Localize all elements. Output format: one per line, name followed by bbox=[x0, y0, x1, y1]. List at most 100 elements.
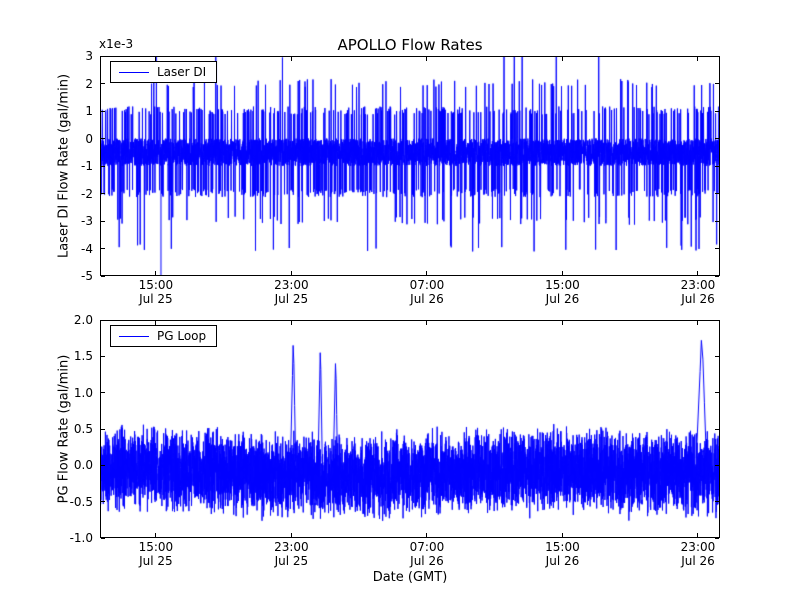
tick-mark bbox=[101, 248, 105, 249]
legend-label: PG Loop bbox=[157, 329, 207, 343]
y-tick-label: -0.5 bbox=[69, 494, 93, 509]
x-tick-label: 23:00 Jul 26 bbox=[680, 278, 716, 306]
tick-mark bbox=[426, 271, 428, 275]
legend-label: Laser DI bbox=[157, 65, 207, 79]
tick-mark bbox=[101, 501, 105, 503]
tick-mark bbox=[715, 165, 719, 167]
x-tick-time: 15:00 bbox=[545, 540, 580, 554]
tick-mark bbox=[101, 110, 105, 112]
tick-mark bbox=[101, 83, 105, 84]
tick-mark bbox=[426, 321, 428, 325]
tick-mark bbox=[101, 275, 105, 277]
bottom-plot-legend: PG Loop bbox=[110, 325, 218, 347]
y-tick-label: 2 bbox=[85, 76, 93, 91]
x-tick-label: 07:00 Jul 26 bbox=[409, 540, 445, 568]
tick-mark bbox=[715, 83, 719, 84]
tick-mark bbox=[715, 275, 719, 277]
x-axis-label: Date (GMT) bbox=[372, 570, 448, 585]
tick-mark bbox=[697, 271, 699, 275]
tick-mark bbox=[697, 533, 699, 537]
x-tick-time: 07:00 bbox=[409, 278, 445, 292]
tick-mark bbox=[101, 319, 105, 321]
x-tick-label: 23:00 Jul 26 bbox=[680, 540, 716, 568]
x-tick-label: 15:00 Jul 26 bbox=[545, 540, 580, 568]
tick-mark bbox=[290, 321, 292, 325]
x-tick-date: Jul 25 bbox=[274, 553, 309, 568]
y-tick-label: 0.0 bbox=[73, 458, 93, 473]
tick-mark bbox=[561, 321, 563, 325]
bottom-plot: PG Loop bbox=[100, 319, 720, 539]
tick-mark bbox=[155, 533, 157, 537]
x-tick-label: 07:00 Jul 26 bbox=[409, 278, 445, 306]
legend-line-sample bbox=[119, 71, 149, 73]
tick-mark bbox=[715, 220, 719, 222]
x-tick-date: Jul 25 bbox=[139, 291, 173, 306]
x-tick-time: 15:00 bbox=[138, 278, 174, 292]
tick-mark bbox=[155, 57, 157, 61]
tick-mark bbox=[715, 193, 719, 194]
tick-mark bbox=[290, 533, 292, 537]
tick-mark bbox=[101, 165, 105, 167]
bottom-plot-canvas bbox=[100, 320, 720, 538]
y-axis-offset-text: x1e-3 bbox=[99, 37, 134, 51]
tick-mark bbox=[155, 321, 157, 325]
tick-mark bbox=[290, 57, 292, 61]
tick-mark bbox=[561, 533, 563, 537]
top-plot-legend: Laser DI bbox=[110, 61, 218, 83]
tick-mark bbox=[101, 55, 105, 57]
x-tick-time: 23:00 bbox=[274, 540, 309, 554]
tick-mark bbox=[715, 501, 719, 503]
x-tick-date: Jul 26 bbox=[681, 553, 715, 568]
tick-mark bbox=[101, 138, 105, 139]
x-tick-label: 15:00 Jul 25 bbox=[138, 278, 174, 306]
x-tick-time: 23:00 bbox=[274, 278, 309, 292]
x-tick-time: 23:00 bbox=[680, 540, 716, 554]
tick-mark bbox=[715, 464, 719, 466]
tick-mark bbox=[715, 248, 719, 249]
tick-mark bbox=[697, 57, 699, 61]
tick-mark bbox=[155, 271, 157, 275]
x-tick-date: Jul 25 bbox=[139, 553, 173, 568]
y-tick-label: -4 bbox=[81, 241, 93, 256]
y-tick-label: -5 bbox=[81, 269, 93, 283]
y-tick-label: -1 bbox=[81, 159, 93, 173]
tick-mark bbox=[101, 193, 105, 194]
tick-mark bbox=[715, 392, 719, 394]
y-tick-label: 0.5 bbox=[73, 422, 93, 436]
tick-mark bbox=[426, 533, 428, 537]
tick-mark bbox=[715, 319, 719, 321]
tick-mark bbox=[715, 55, 719, 57]
tick-mark bbox=[715, 428, 719, 430]
y-tick-label: -1.0 bbox=[69, 531, 93, 545]
x-tick-time: 15:00 bbox=[138, 540, 174, 554]
tick-mark bbox=[561, 57, 563, 61]
tick-mark bbox=[101, 392, 105, 394]
y-tick-label: 2.0 bbox=[73, 313, 93, 327]
tick-mark bbox=[715, 110, 719, 112]
tick-mark bbox=[715, 537, 719, 539]
y-tick-label: -3 bbox=[81, 214, 93, 228]
figure-title: APOLLO Flow Rates bbox=[337, 36, 483, 54]
tick-mark bbox=[561, 271, 563, 275]
x-tick-date: Jul 25 bbox=[274, 291, 309, 306]
tick-mark bbox=[290, 271, 292, 275]
x-tick-time: 07:00 bbox=[409, 540, 445, 554]
tick-mark bbox=[715, 138, 719, 139]
top-plot-ylabel: Laser DI Flow Rate (gal/min) bbox=[56, 73, 72, 259]
x-tick-time: 23:00 bbox=[680, 278, 716, 292]
tick-mark bbox=[426, 57, 428, 61]
tick-mark bbox=[697, 321, 699, 325]
tick-mark bbox=[101, 537, 105, 539]
y-tick-label: 1.0 bbox=[73, 385, 93, 400]
y-tick-label: 1.5 bbox=[73, 349, 93, 364]
tick-mark bbox=[101, 464, 105, 466]
x-tick-date: Jul 26 bbox=[410, 291, 444, 306]
legend-line-sample bbox=[119, 335, 149, 337]
x-tick-date: Jul 26 bbox=[545, 553, 580, 568]
tick-mark bbox=[101, 355, 105, 357]
x-tick-label: 23:00 Jul 25 bbox=[274, 540, 309, 568]
x-tick-date: Jul 26 bbox=[410, 553, 444, 568]
x-tick-label: 23:00 Jul 25 bbox=[274, 278, 309, 306]
x-tick-label: 15:00 Jul 26 bbox=[545, 278, 580, 306]
